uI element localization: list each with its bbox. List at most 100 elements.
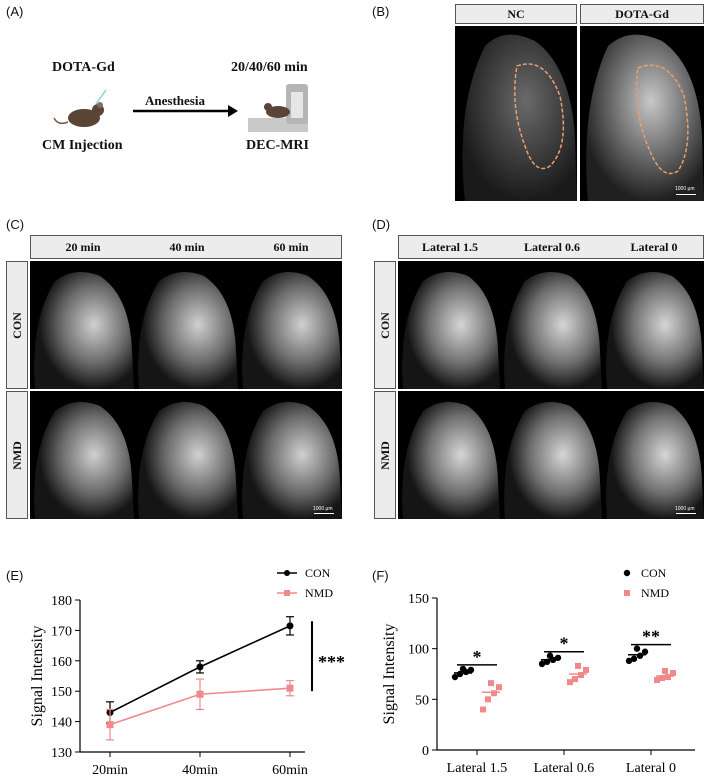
legend-label: CON	[641, 566, 667, 580]
y-tick-label: 160	[51, 655, 72, 670]
significance-label: **	[642, 627, 660, 647]
panel-label-a: (A)	[6, 4, 24, 19]
legend-marker	[624, 590, 630, 596]
y-tick-label: 0	[422, 744, 429, 759]
mouse-icon	[53, 89, 107, 127]
panel-c-row-nmd: NMD	[6, 391, 28, 519]
y-tick-label: 150	[51, 685, 72, 700]
data-point-nmd	[662, 667, 668, 674]
legend-marker	[623, 569, 631, 577]
schematic-graphics	[53, 84, 308, 132]
scale-label: 1000 μm	[675, 506, 695, 512]
scatter-chart-signal-intensity: 0 50 100 150 Lateral 1.5 Lateral 0.6 Lateral 0…	[381, 566, 695, 776]
panel-label-d: (D)	[372, 217, 391, 232]
panel-label-e: (E)	[6, 568, 24, 583]
data-point-nmd	[670, 669, 676, 676]
data-point-nmd	[106, 721, 114, 729]
data-point-con	[630, 655, 638, 662]
line-chart-signal-intensity: 130 140 150 160 170 180 20min 40min 60min Signal …	[29, 566, 345, 778]
panel-c-mri-grid: 1000 μm	[30, 261, 342, 519]
legend-label: NMD	[305, 586, 333, 600]
data-point-nmd	[196, 690, 204, 698]
legend-marker	[284, 570, 290, 576]
data-point-nmd	[654, 677, 660, 684]
panel-d-col-lateral-0: Lateral 0	[630, 239, 678, 254]
panel-d-col-lateral-0-6: Lateral 0.6	[524, 239, 580, 254]
panel-d-header: Lateral 1.5 Lateral 0.6 Lateral 0	[398, 235, 704, 259]
panel-c-col-60min: 60 min	[273, 239, 309, 254]
panel-label-f: (F)	[372, 568, 389, 583]
legend-label: CON	[305, 566, 331, 580]
y-tick-label: 130	[51, 746, 72, 761]
panel-label-b: (B)	[372, 4, 390, 19]
schematic-injection: CM Injection	[42, 138, 123, 153]
scale-bar	[314, 513, 334, 514]
panel-d-mri-grid: 1000 μm	[398, 261, 704, 519]
data-point-con	[641, 648, 649, 655]
panel-c-col-40min: 40 min	[169, 239, 205, 254]
data-point-nmd	[485, 696, 491, 703]
panel-b-header-label: NC	[507, 6, 525, 21]
data-point-nmd	[578, 672, 584, 679]
data-point-con	[286, 622, 294, 630]
significance-label: *	[560, 634, 569, 654]
y-tick-label: 170	[51, 624, 72, 639]
y-tick-label: 50	[415, 693, 429, 708]
panel-b-header-nc: NC	[455, 4, 577, 24]
data-point-nmd	[572, 676, 578, 683]
data-point-con	[451, 673, 459, 681]
schematic-arrow-label: Anesthesia	[145, 93, 205, 108]
significance-label: *	[473, 647, 482, 667]
mri-image-dota-gd: 1000 μm	[580, 26, 704, 201]
panel-b-header-dota: DOTA-Gd	[580, 4, 704, 24]
y-tick-label: 140	[51, 716, 72, 731]
panel-c-row-con: CON	[6, 261, 28, 389]
scale-label: 1000 μm	[313, 506, 333, 512]
data-point-nmd	[480, 706, 486, 713]
data-point-nmd	[488, 680, 494, 687]
y-axis-label: Signal Intensity	[29, 626, 46, 727]
y-axis-label: Signal Intensity	[381, 624, 398, 725]
panel-d-col-lateral-1-5: Lateral 1.5	[422, 239, 478, 254]
panel-b-header-label: DOTA-Gd	[615, 6, 669, 21]
mri-image-nc	[455, 26, 577, 201]
y-tick-label: 150	[408, 592, 429, 607]
scale-bar	[676, 194, 696, 195]
data-point-nmd	[567, 679, 573, 686]
panel-label-c: (C)	[6, 217, 25, 232]
significance-label: ***	[318, 652, 345, 672]
panel-d-row-con: CON	[374, 261, 396, 389]
panel-c-header: 20 min 40 min 60 min	[30, 235, 342, 259]
x-tick-label: Lateral 1.5	[447, 761, 508, 776]
scale-bar	[676, 513, 696, 514]
data-point-con	[633, 645, 641, 652]
panel-c-col-20min: 20 min	[65, 239, 101, 254]
legend-label: NMD	[641, 586, 669, 600]
data-point-con	[625, 657, 633, 665]
data-point-con	[538, 660, 546, 668]
data-point-con	[459, 665, 467, 673]
data-point-nmd	[665, 674, 671, 681]
data-point-con	[546, 652, 554, 659]
data-point-nmd	[659, 675, 665, 682]
schematic-compound: DOTA-Gd	[52, 60, 115, 75]
x-tick-label: Lateral 0.6	[534, 761, 595, 776]
x-tick-label: Lateral 0	[626, 761, 676, 776]
scale-label: 1000 μm	[675, 186, 695, 192]
panel-d-row-nmd: NMD	[374, 391, 396, 519]
data-point-nmd	[286, 684, 294, 692]
data-point-con	[196, 663, 204, 671]
y-tick-label: 100	[408, 643, 429, 658]
data-point-nmd	[491, 690, 497, 697]
data-point-con	[636, 652, 644, 659]
data-point-con	[467, 666, 475, 674]
legend-marker	[284, 590, 290, 596]
data-point-nmd	[575, 662, 581, 669]
mri-scanner-icon	[248, 84, 308, 132]
schematic-modality: DEC-MRI	[246, 138, 309, 153]
schematic-timepoints: 20/40/60 min	[231, 60, 308, 75]
y-tick-label: 180	[51, 594, 72, 609]
data-point-nmd	[583, 666, 589, 673]
arrow-icon	[133, 105, 238, 117]
x-tick-label: 40min	[182, 763, 218, 778]
